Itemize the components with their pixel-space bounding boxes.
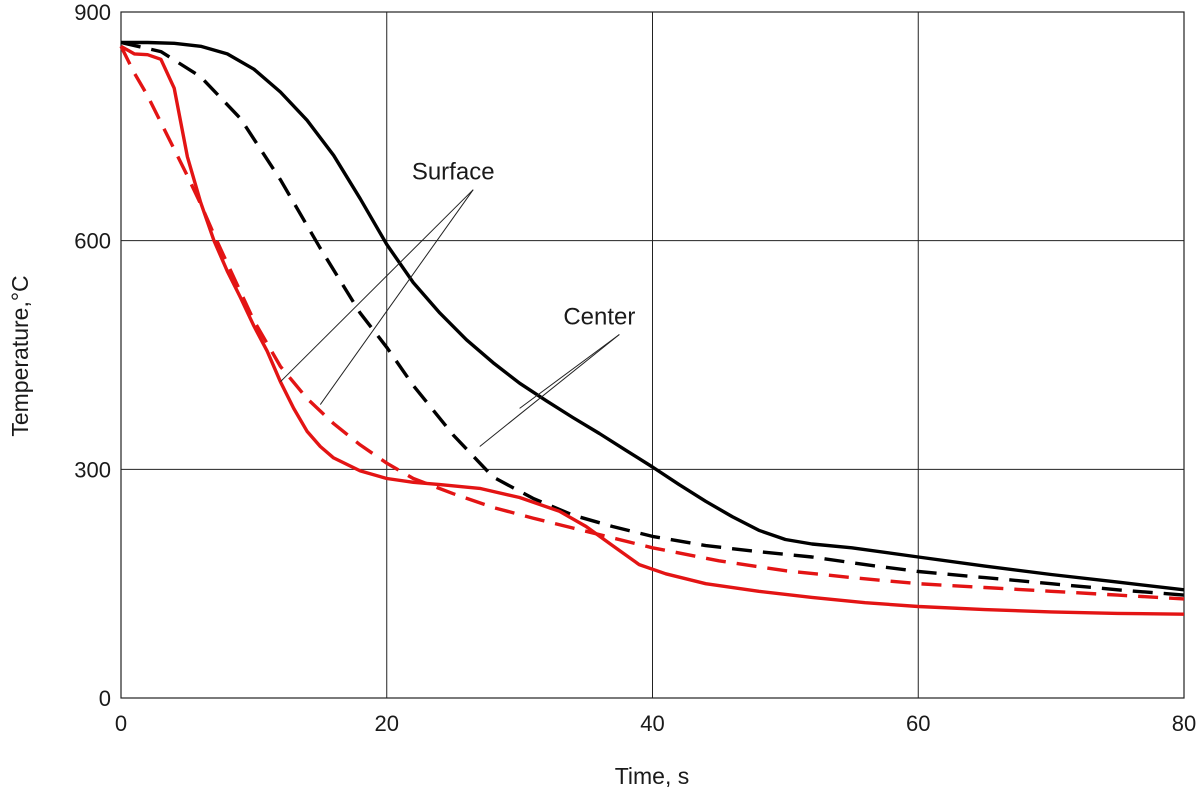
annotation-layer: Surface Center <box>280 159 635 447</box>
annotation-leader-2-2 <box>519 334 620 409</box>
annotation-label-2: Center <box>563 304 635 331</box>
y-axis-title-unit: °C <box>7 275 33 301</box>
series-line-2 <box>120 40 1185 597</box>
series-line-4 <box>119 45 1185 601</box>
y-axis-title: Temperature,°C <box>7 275 33 436</box>
annotation-label-1: Surface <box>412 159 495 186</box>
tick-layer: 0 300 600 900 0 20 40 60 80 <box>74 0 1196 736</box>
annotation-leader-1-1 <box>280 189 474 383</box>
y-tick-label: 900 <box>74 0 111 25</box>
x-tick-label: 80 <box>1172 711 1196 736</box>
annotation-leader-2-1 <box>479 334 620 447</box>
y-tick-label: 0 <box>99 686 111 711</box>
grid-layer <box>120 11 1185 699</box>
x-tick-label: 0 <box>115 711 127 736</box>
x-tick-label: 40 <box>640 711 664 736</box>
y-tick-label: 600 <box>74 229 111 254</box>
plot-frame <box>120 11 1185 699</box>
x-tick-label: 60 <box>906 711 930 736</box>
series-line-1 <box>121 40 1185 592</box>
series-layer <box>119 40 1185 616</box>
y-tick-label: 300 <box>74 457 111 482</box>
x-axis-title: Time, s <box>615 763 690 789</box>
series-line-3 <box>120 44 1185 616</box>
x-tick-label: 20 <box>375 711 399 736</box>
annotation-leader-1-2 <box>319 189 474 405</box>
y-axis-title-text: Temperature, <box>7 301 33 437</box>
